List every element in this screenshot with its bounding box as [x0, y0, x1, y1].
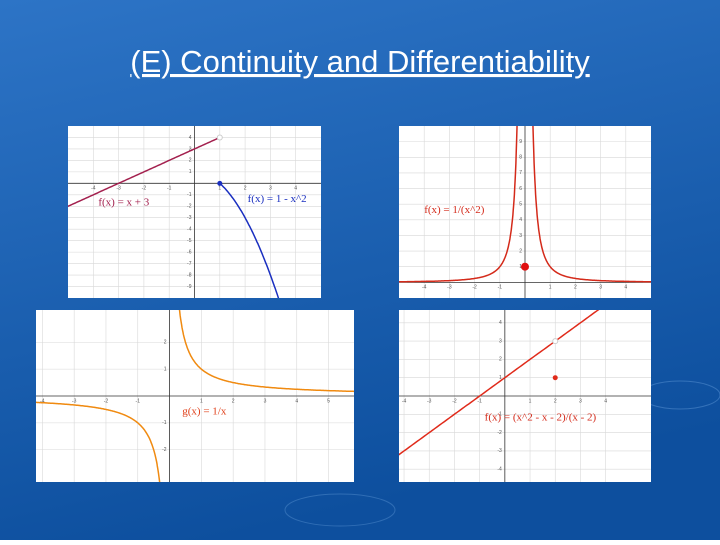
y-tick-label: 2 [164, 340, 167, 346]
x-tick-label: 4 [295, 398, 298, 404]
x-tick-label: -4 [422, 285, 427, 291]
y-tick-label: -3 [187, 215, 192, 221]
open-point [216, 134, 223, 141]
filled-point [521, 262, 529, 271]
curves [399, 126, 651, 283]
y-tick-label: -2 [187, 204, 192, 210]
x-tick-label: 4 [624, 285, 627, 291]
y-tick-label: -2 [162, 447, 167, 453]
y-tick-label: -4 [497, 467, 502, 473]
function-curve [399, 310, 600, 456]
x-tick-label: 5 [327, 398, 330, 404]
y-tick-label: -7 [187, 261, 192, 267]
function-curve [532, 126, 651, 283]
graph-panel: -4 -3 -2 -1 1 2 3 4 4 3 2 1 -1 -2 -3 -4 f(x) = (x^2 - x … [399, 310, 651, 482]
x-tick-label: -4 [402, 398, 407, 404]
y-tick-label: 6 [519, 186, 522, 192]
y-tick-label: 7 [519, 170, 522, 176]
x-tick-label: -1 [167, 186, 172, 192]
x-tick-label: -2 [104, 398, 109, 404]
x-tick-label: -3 [72, 398, 77, 404]
filled-point [552, 375, 558, 381]
y-tick-label: -1 [497, 412, 502, 418]
function-curve [36, 401, 161, 482]
x-tick-label: -4 [40, 398, 45, 404]
function-label: f(x) = x + 3 [98, 196, 149, 208]
y-tick-label: 1 [189, 169, 192, 175]
y-tick-label: -9 [187, 284, 192, 290]
y-tick-label: -5 [187, 238, 192, 244]
y-tick-label: 8 [519, 155, 522, 161]
x-tick-label: 1 [218, 186, 221, 192]
y-tick-label: -4 [187, 227, 192, 233]
x-tick-label: 4 [294, 186, 297, 192]
slide-title: (E) Continuity and Differentiability [130, 44, 590, 79]
y-tick-label: 1 [519, 264, 522, 270]
x-tick-label: -3 [447, 285, 452, 291]
x-tick-label: 1 [549, 285, 552, 291]
filled-point [217, 180, 223, 186]
x-tick-label: 3 [579, 398, 582, 404]
x-tick-label: 2 [232, 398, 235, 404]
y-tick-label: 4 [519, 217, 522, 223]
graph-panel: -4 -3 -2 -1 1 2 3 4 4 3 2 1 -1 -2 -3 -4 -5 -6 -7 -8 -9 f(x) =… [68, 126, 321, 298]
y-tick-label: 5 [519, 202, 522, 208]
function-curve [399, 126, 518, 283]
x-tick-label: -1 [136, 398, 141, 404]
function-curve [68, 136, 221, 208]
x-tick-label: -4 [91, 186, 96, 192]
x-tick-label: -2 [452, 398, 457, 404]
x-tick-label: 3 [269, 186, 272, 192]
y-tick-label: -1 [187, 192, 192, 198]
y-tick-label: 9 [519, 139, 522, 145]
y-tick-label: -3 [497, 448, 502, 454]
y-tick-label: 3 [519, 233, 522, 239]
open-point [552, 338, 559, 345]
y-tick-label: 4 [189, 135, 192, 141]
y-tick-label: 1 [499, 375, 502, 381]
x-tick-label: 1 [200, 398, 203, 404]
y-tick-label: 2 [499, 357, 502, 363]
x-tick-label: 1 [529, 398, 532, 404]
x-tick-label: -1 [498, 285, 503, 291]
graph-panel: -4 -3 -2 -1 1 2 3 4 5 2 1 -1 -2 g(x) = 1/x [36, 310, 354, 482]
function-label: f(x) = (x^2 - x - 2)/(x - 2) [485, 411, 597, 423]
function-label: f(x) = 1 - x^2 [248, 193, 307, 205]
curves [68, 134, 280, 298]
graph-panel: -4 -3 -2 -1 1 2 3 4 1 2 3 4 5 6 7 8 9 f(x) = 1/(x^2) [399, 126, 651, 298]
y-tick-label: 2 [519, 248, 522, 254]
y-tick-label: -6 [187, 249, 192, 255]
x-tick-label: -2 [142, 186, 147, 192]
x-tick-label: -3 [116, 186, 121, 192]
y-tick-label: 3 [189, 146, 192, 152]
y-tick-label: -2 [497, 430, 502, 436]
ripple [284, 493, 396, 527]
x-tick-label: 2 [574, 285, 577, 291]
x-tick-label: 2 [244, 186, 247, 192]
y-tick-label: 4 [499, 320, 502, 326]
x-tick-label: 3 [599, 285, 602, 291]
y-tick-label: 3 [499, 338, 502, 344]
y-tick-label: -8 [187, 272, 192, 278]
function-label: f(x) = 1/(x^2) [424, 204, 485, 216]
x-tick-label: -2 [472, 285, 477, 291]
function-label: g(x) = 1/x [182, 406, 227, 418]
curves [399, 310, 600, 456]
x-tick-label: 3 [264, 398, 267, 404]
y-tick-label: 1 [164, 366, 167, 372]
y-tick-label: 2 [189, 158, 192, 164]
function-curve [219, 182, 280, 298]
x-tick-label: 4 [604, 398, 607, 404]
x-tick-label: 2 [554, 398, 557, 404]
function-curve [178, 310, 354, 393]
y-tick-label: -1 [162, 420, 167, 426]
curves [36, 310, 354, 482]
x-tick-label: -1 [477, 398, 482, 404]
x-tick-label: -3 [427, 398, 432, 404]
